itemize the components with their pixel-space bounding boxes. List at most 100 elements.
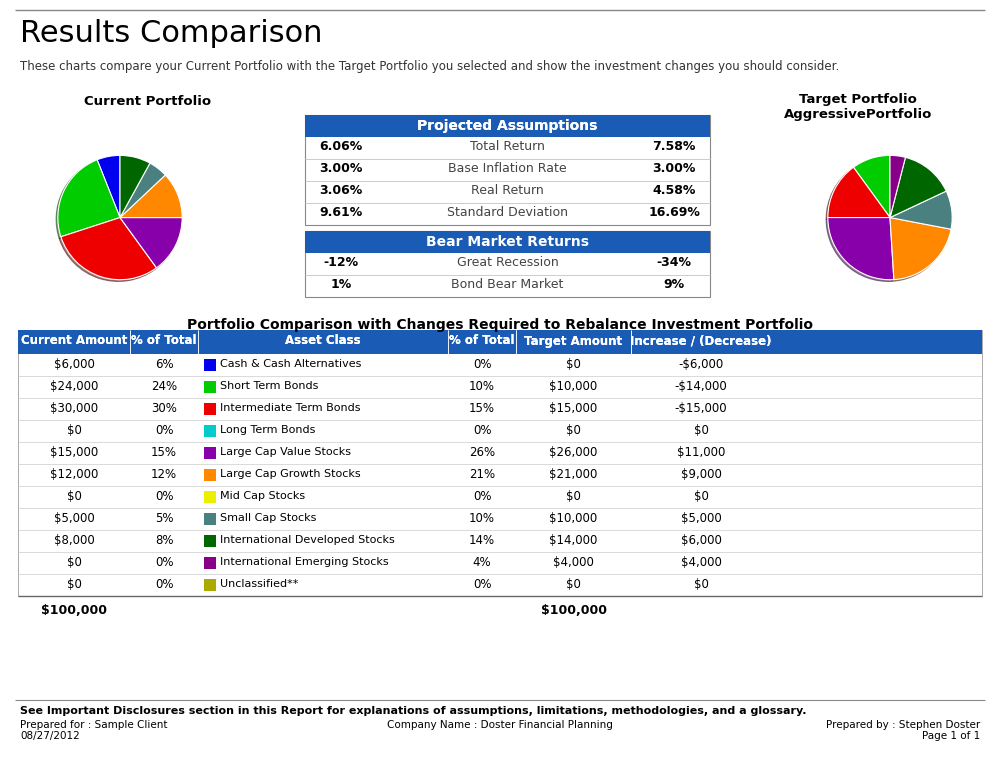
Text: $5,000: $5,000 (681, 511, 721, 524)
Wedge shape (853, 155, 890, 218)
Text: 10%: 10% (469, 511, 495, 524)
Text: 9%: 9% (663, 278, 685, 291)
Text: 4%: 4% (473, 556, 491, 569)
Text: $0: $0 (67, 577, 81, 591)
Text: 15%: 15% (151, 445, 177, 458)
Wedge shape (890, 218, 951, 280)
Text: Portfolio Comparison with Changes Required to Rebalance Investment Portfolio: Portfolio Comparison with Changes Requir… (187, 318, 813, 332)
Text: $26,000: $26,000 (549, 445, 598, 458)
Text: 0%: 0% (155, 490, 173, 503)
Wedge shape (828, 167, 890, 218)
Text: Current Amount: Current Amount (21, 335, 127, 347)
Text: $4,000: $4,000 (553, 556, 594, 569)
Text: $14,000: $14,000 (549, 534, 598, 546)
Text: -$6,000: -$6,000 (678, 357, 724, 371)
Bar (305, 115, 710, 137)
Text: 4.58%: 4.58% (652, 184, 696, 197)
Text: 16.69%: 16.69% (648, 207, 700, 219)
Text: Cash & Cash Alternatives: Cash & Cash Alternatives (220, 359, 361, 369)
Text: $0: $0 (694, 577, 708, 591)
Text: $100,000: $100,000 (41, 604, 107, 617)
Text: Projected Assumptions: Projected Assumptions (417, 119, 598, 133)
Text: % of Total: % of Total (449, 335, 515, 347)
Text: 1%: 1% (330, 278, 352, 291)
Text: Increase / (Decrease): Increase / (Decrease) (630, 335, 772, 347)
Text: 9.61%: 9.61% (319, 207, 363, 219)
Bar (305, 115, 710, 225)
Text: $6,000: $6,000 (54, 357, 94, 371)
Text: 10%: 10% (469, 379, 495, 392)
Text: -34%: -34% (656, 256, 692, 270)
Text: -12%: -12% (323, 256, 359, 270)
Text: 24%: 24% (151, 379, 177, 392)
Bar (204, 513, 216, 525)
Text: 12%: 12% (151, 468, 177, 480)
Text: $4,000: $4,000 (681, 556, 721, 569)
Wedge shape (120, 155, 150, 218)
Text: Prepared by : Stephen Doster: Prepared by : Stephen Doster (826, 720, 980, 730)
Text: International Emerging Stocks: International Emerging Stocks (220, 557, 389, 567)
Text: Increase / (Decrease): Increase / (Decrease) (630, 335, 772, 347)
Text: 08/27/2012: 08/27/2012 (20, 731, 80, 741)
Text: 21%: 21% (469, 468, 495, 480)
Text: $0: $0 (566, 423, 581, 437)
Bar (18, 330, 982, 596)
Text: Bear Market Returns: Bear Market Returns (426, 235, 589, 249)
Bar (204, 447, 216, 459)
Wedge shape (58, 160, 120, 237)
Text: Current Amount: Current Amount (21, 335, 127, 347)
Text: $15,000: $15,000 (549, 402, 598, 414)
Wedge shape (120, 175, 182, 218)
Bar (305, 115, 710, 137)
Text: 14%: 14% (469, 534, 495, 546)
Text: $100,000: $100,000 (540, 604, 606, 617)
Bar (18, 330, 982, 354)
Text: $0: $0 (694, 423, 708, 437)
Text: -$14,000: -$14,000 (675, 379, 727, 392)
Text: $0: $0 (566, 490, 581, 503)
Bar (204, 359, 216, 371)
Text: $10,000: $10,000 (549, 379, 598, 392)
Text: Target Portfolio
AggressivePortfolio: Target Portfolio AggressivePortfolio (784, 93, 932, 121)
Text: % of Total: % of Total (449, 335, 515, 347)
Bar (204, 557, 216, 569)
Text: Total Return: Total Return (470, 141, 545, 154)
Text: Results Comparison: Results Comparison (20, 19, 322, 48)
Text: $9,000: $9,000 (681, 468, 721, 480)
Text: Projected Assumptions: Projected Assumptions (417, 119, 598, 133)
Text: 0%: 0% (155, 423, 173, 437)
Bar (204, 381, 216, 393)
Bar (305, 231, 710, 297)
Wedge shape (890, 191, 952, 229)
Text: $0: $0 (566, 357, 581, 371)
Text: $5,000: $5,000 (54, 511, 94, 524)
Text: Mid Cap Stocks: Mid Cap Stocks (220, 491, 305, 501)
Text: 0%: 0% (155, 556, 173, 569)
Text: 0%: 0% (473, 577, 491, 591)
Text: $0: $0 (67, 490, 81, 503)
Text: % of Total: % of Total (131, 335, 197, 347)
Text: Asset Class: Asset Class (285, 335, 361, 347)
Text: Large Cap Value Stocks: Large Cap Value Stocks (220, 447, 351, 457)
Bar (18, 330, 982, 354)
Text: -$15,000: -$15,000 (675, 402, 727, 414)
Bar (204, 403, 216, 415)
Bar (204, 469, 216, 481)
Text: 3.00%: 3.00% (652, 162, 696, 176)
Text: Short Term Bonds: Short Term Bonds (220, 381, 318, 391)
Bar (204, 535, 216, 547)
Text: $10,000: $10,000 (549, 511, 598, 524)
Text: $0: $0 (694, 490, 708, 503)
Bar (204, 491, 216, 503)
Text: $30,000: $30,000 (50, 402, 98, 414)
Text: 8%: 8% (155, 534, 173, 546)
Bar (204, 425, 216, 437)
Text: $24,000: $24,000 (50, 379, 98, 392)
Text: Base Inflation Rate: Base Inflation Rate (448, 162, 567, 176)
Wedge shape (120, 163, 165, 218)
Text: Current Portfolio: Current Portfolio (84, 95, 212, 108)
Text: Intermediate Term Bonds: Intermediate Term Bonds (220, 403, 360, 413)
Text: $21,000: $21,000 (549, 468, 598, 480)
Wedge shape (120, 218, 182, 268)
Wedge shape (828, 218, 894, 280)
